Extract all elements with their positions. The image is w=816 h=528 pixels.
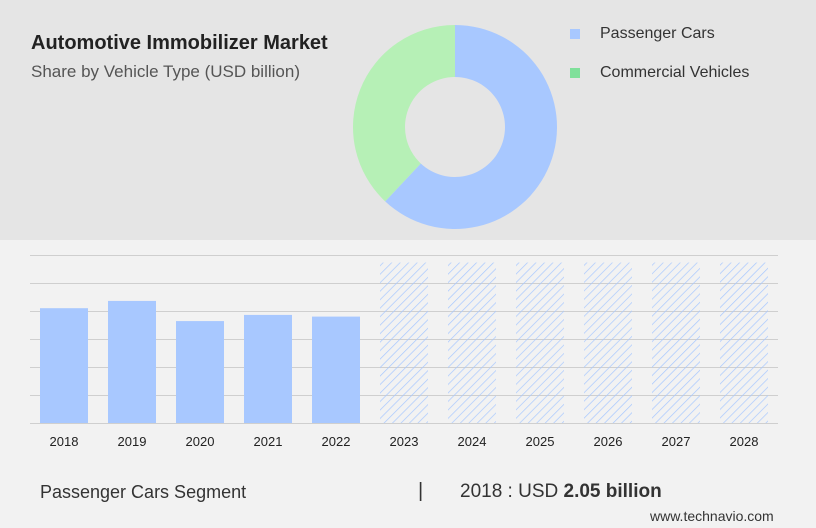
x-tick-label-2022: 2022	[322, 434, 351, 449]
segment-label: Passenger Cars Segment	[40, 482, 247, 502]
x-tick-label-2026: 2026	[594, 434, 623, 449]
bar-2019	[108, 300, 156, 423]
forecast-bar-2026	[584, 262, 632, 423]
x-tick-label-2027: 2027	[662, 434, 691, 449]
x-tick-label-2020: 2020	[186, 434, 215, 449]
bar-2022	[312, 316, 360, 423]
forecast-bar-2023	[380, 262, 428, 423]
x-tick-label-2025: 2025	[526, 434, 555, 449]
donut-slice-passenger-cars	[385, 25, 557, 229]
bar-chart: 2018 2019 2020 2021 2022 2023 2024 2025 2026 2027…	[30, 255, 778, 449]
forecast-bar-2027	[652, 262, 700, 423]
segment-value-prefix: 2018 : USD	[460, 481, 564, 502]
x-tick-label-2023: 2023	[390, 434, 419, 449]
source-link[interactable]: www.technavio.com	[650, 508, 774, 524]
legend-item-commercial-vehicles: Commercial Vehicles	[570, 63, 749, 83]
segment-value: 2018 : USD 2.05 billion	[460, 481, 662, 503]
bar-2021	[244, 314, 292, 423]
bar-2018	[40, 308, 88, 423]
x-tick-label-2018: 2018	[50, 434, 79, 449]
forecast-bar-2025	[516, 262, 564, 423]
forecast-bar-2028	[720, 262, 768, 423]
segment-value-amount: 2.05 billion	[563, 481, 662, 502]
chart-title: Automotive Immobilizer Market	[31, 32, 328, 54]
donut-chart	[353, 25, 557, 229]
legend: Passenger Cars Commercial Vehicles	[570, 24, 749, 102]
legend-item-passenger-cars: Passenger Cars	[570, 24, 749, 44]
legend-swatch-commercial-vehicles	[570, 68, 580, 78]
x-tick-label-2028: 2028	[730, 434, 759, 449]
legend-swatch-passenger-cars	[570, 29, 580, 39]
x-tick-label-2019: 2019	[118, 434, 147, 449]
x-tick-label-2021: 2021	[254, 434, 283, 449]
footer-separator: |	[418, 480, 424, 502]
forecast-bar-2024	[448, 262, 496, 423]
bar-2020	[176, 321, 224, 423]
x-tick-label-2024: 2024	[458, 434, 487, 449]
legend-label-passenger-cars: Passenger Cars	[600, 25, 715, 42]
donut-slice-commercial-vehicles	[353, 25, 455, 202]
legend-label-commercial-vehicles: Commercial Vehicles	[600, 64, 750, 81]
chart-subtitle: Share by Vehicle Type (USD billion)	[31, 62, 300, 81]
